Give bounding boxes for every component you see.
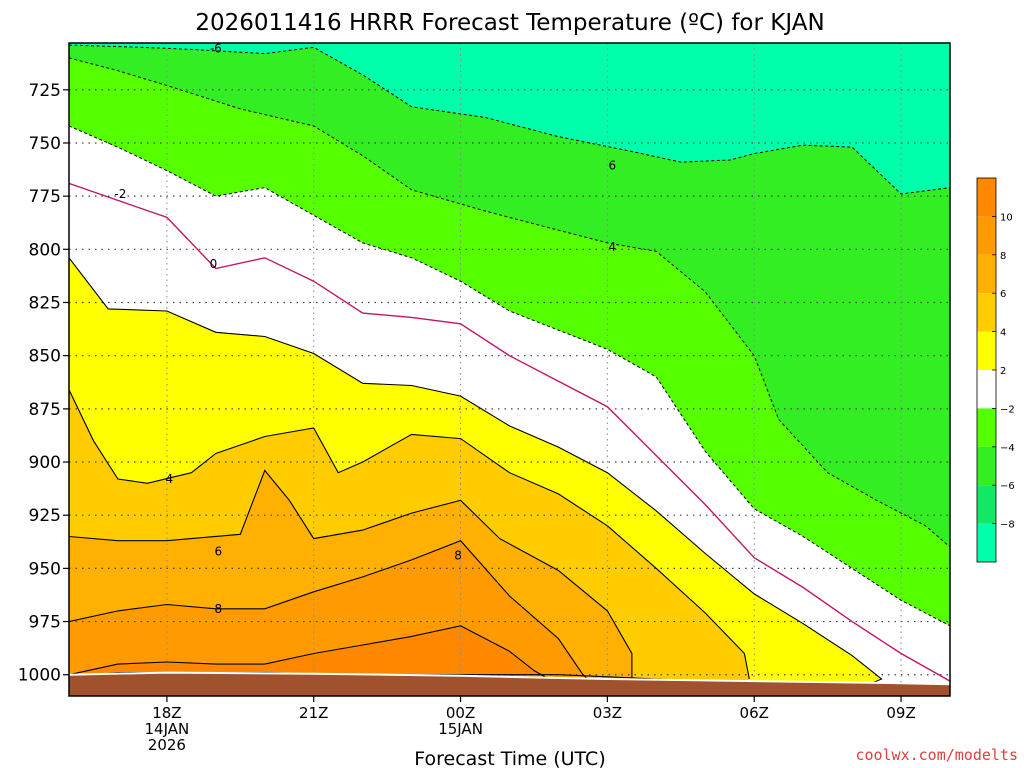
contour-line-8 <box>69 540 589 680</box>
colorbar-tick-label: 4 <box>1000 328 1006 339</box>
y-tick-label: 950 <box>29 559 61 579</box>
x-tick-label: 2026 <box>148 736 186 754</box>
contour-label: 4 <box>608 240 616 254</box>
chart-title: 2026011416 HRRR Forecast Temperature (ºC… <box>195 10 824 36</box>
x-tick-label: 15JAN <box>438 720 483 738</box>
x-tick-label: 03Z <box>593 704 622 722</box>
colorbar-bin <box>977 178 996 217</box>
y-tick-label: 750 <box>29 134 61 154</box>
x-tick-label: 21Z <box>299 704 328 722</box>
colorbar-tick-label: 10 <box>1000 212 1013 223</box>
y-tick-label: 850 <box>29 347 61 367</box>
y-tick-label: 900 <box>29 453 61 473</box>
contour-line--4 <box>69 57 950 548</box>
colorbar-bin <box>977 254 996 294</box>
contour-label: 6 <box>608 158 616 172</box>
plot-area: -6 6 4 -2 0 4 6 8 8 <box>68 41 951 697</box>
plot-frame <box>68 42 951 697</box>
colorbar-bin <box>977 370 996 409</box>
colorbar-bin <box>977 216 996 255</box>
contour-line-4 <box>69 389 750 680</box>
contour-label: 6 <box>214 544 222 558</box>
credit-text: coolwx.com/modelts <box>855 746 1018 764</box>
colorbar: 10 8 6 4 2 −2 −4 −6 −8 <box>976 177 1015 563</box>
y-tick-label: 925 <box>29 506 61 526</box>
colorbar-tick-label: 2 <box>1000 366 1006 377</box>
colorbar-tick-label: −8 <box>1000 520 1015 531</box>
y-tick-label: 800 <box>29 240 61 260</box>
contour-line--6 <box>69 44 950 195</box>
x-tick-label: 09Z <box>886 704 915 722</box>
contour-label: 8 <box>454 549 462 563</box>
colorbar-bin <box>977 331 996 370</box>
colorbar-tick-label: 8 <box>1000 251 1006 262</box>
contour-label: 0 <box>210 257 218 271</box>
contour-label: 8 <box>214 602 222 616</box>
contour-line-6 <box>69 469 633 679</box>
y-tick-label: 875 <box>29 400 61 420</box>
contour-line-0 <box>69 182 950 682</box>
colorbar-tick-label: −6 <box>1000 481 1015 492</box>
colorbar-tick-label: −4 <box>1000 443 1015 454</box>
x-axis-label: Forecast Time (UTC) <box>414 748 605 768</box>
colorbar-tick-label: 6 <box>1000 289 1006 300</box>
y-tick-label: 725 <box>29 81 61 101</box>
contour-line--2 <box>69 125 950 627</box>
x-tick-label: 06Z <box>740 704 769 722</box>
colorbar-bin <box>977 485 996 524</box>
colorbar-bin <box>977 446 996 486</box>
x-tick-label: 14JAN <box>145 720 190 738</box>
y-tick-label: 1000 <box>18 666 61 686</box>
colorbar-bin <box>977 408 996 447</box>
y-axis: 725 750 775 800 825 850 875 900 925 950 975 1000 <box>18 81 69 686</box>
ground-surface <box>69 671 950 696</box>
y-tick-label: 975 <box>29 613 61 633</box>
contour-line-10 <box>69 625 549 680</box>
contour-label: -6 <box>210 41 222 55</box>
colorbar-bin <box>977 523 996 562</box>
contour-label: 4 <box>166 472 174 486</box>
x-tick-label: 18Z <box>152 704 181 722</box>
y-tick-label: 825 <box>29 293 61 313</box>
contour-label: -2 <box>114 187 126 201</box>
colorbar-bin <box>977 293 996 332</box>
x-tick-label: 00Z <box>446 704 475 722</box>
colorbar-tick-label: −2 <box>1000 404 1015 415</box>
y-tick-label: 775 <box>29 187 61 207</box>
